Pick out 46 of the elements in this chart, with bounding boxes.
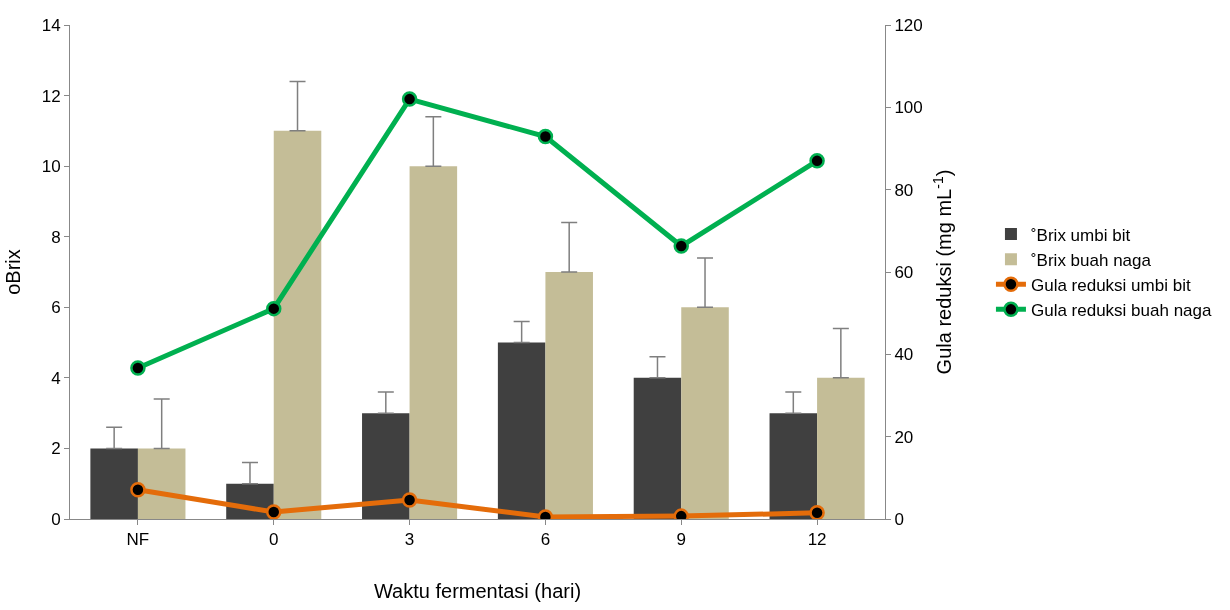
bar <box>817 377 865 519</box>
y-tick-label: 14 <box>41 15 61 35</box>
point <box>401 492 418 508</box>
x-axis-title: Waktu fermentasi (hari) <box>373 579 582 602</box>
point <box>266 300 282 317</box>
y2-tick-label: 120 <box>894 15 923 35</box>
x-tick-label: NF <box>126 530 150 550</box>
point <box>537 128 554 145</box>
y-tick-label: 2 <box>51 439 61 459</box>
x-tick-label: 12 <box>807 530 827 550</box>
bar <box>273 130 322 519</box>
bar <box>497 342 546 519</box>
point <box>809 505 825 519</box>
y2-tick-label: 60 <box>894 262 914 282</box>
x-tick-label: 0 <box>269 530 279 550</box>
legend-label: ˚Brix buah naga <box>1030 250 1152 270</box>
y-tick-label: 0 <box>51 509 61 529</box>
y-tick-label: 10 <box>41 157 61 177</box>
legend-label: ˚Brix umbi bit <box>1030 225 1131 245</box>
y-axis-title: oBrix <box>2 249 25 295</box>
bar <box>681 307 729 519</box>
y2-tick-label: 80 <box>894 180 914 200</box>
x-tick-label: 3 <box>404 530 415 550</box>
legend-label: Gula reduksi buah naga <box>1030 300 1213 320</box>
x-tick-label: 9 <box>676 530 686 550</box>
bar <box>409 166 458 519</box>
y2-tick-label: 40 <box>894 345 914 365</box>
y2-tick-label: 100 <box>894 98 923 118</box>
y-tick-label: 8 <box>51 227 61 247</box>
y2-tick-label: 20 <box>894 427 914 447</box>
bar <box>769 413 818 519</box>
point <box>130 360 146 376</box>
bar <box>362 413 410 519</box>
y2-tick-label: 0 <box>894 509 904 529</box>
bar <box>137 448 186 519</box>
y-tick-label: 12 <box>41 86 61 106</box>
point <box>809 153 825 169</box>
point <box>673 238 689 254</box>
point <box>266 504 282 519</box>
y-tick-label: 4 <box>51 368 61 388</box>
y-tick-label: 6 <box>51 298 61 318</box>
point <box>130 482 146 498</box>
bar <box>90 448 138 519</box>
point <box>401 91 418 107</box>
x-tick-label: 6 <box>540 530 551 550</box>
legend-label: Gula reduksi umbi bit <box>1030 275 1191 295</box>
